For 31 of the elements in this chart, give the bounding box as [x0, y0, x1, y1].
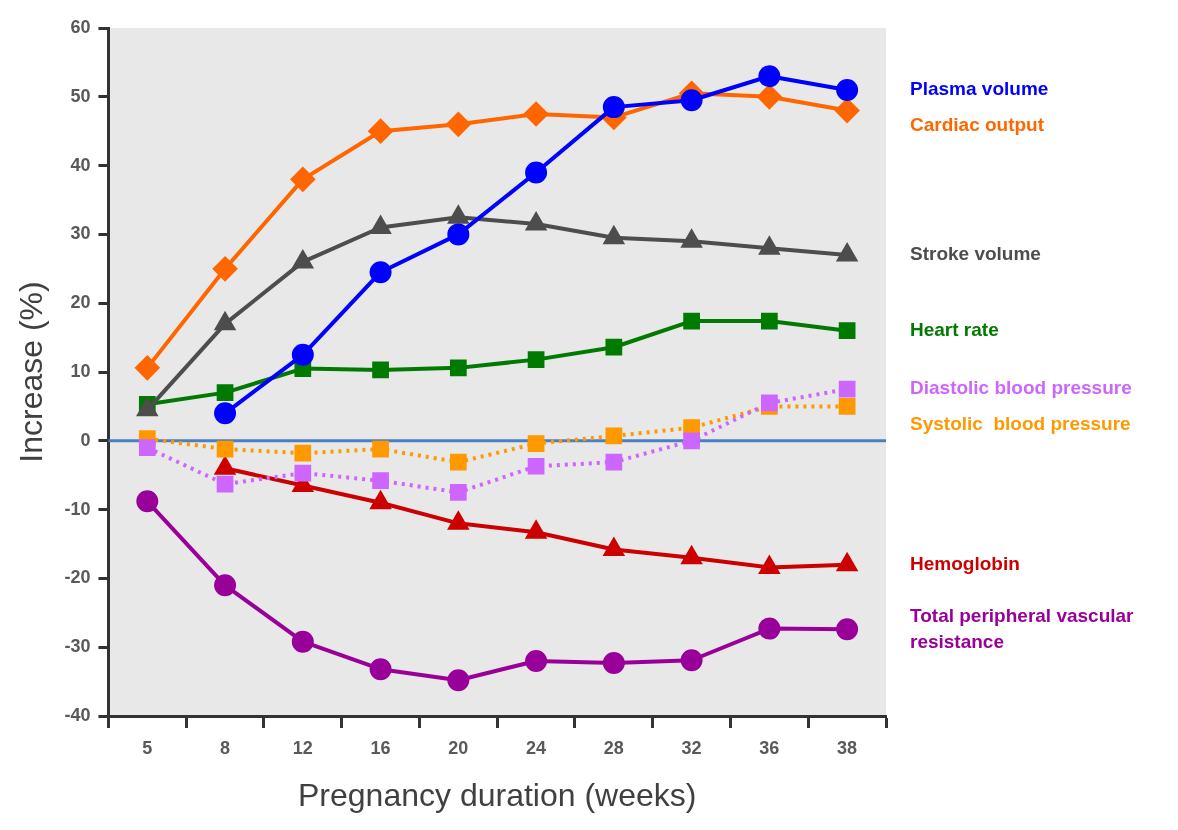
text: Hemoglobin [910, 552, 1020, 574]
x-tick-label: 36 [759, 737, 780, 758]
y-tick-label: 20 [70, 292, 91, 313]
y-axis-title: Increase (%) [13, 281, 50, 463]
text: Systolic blood pressure [910, 413, 1131, 435]
y-tick-label: 60 [70, 16, 91, 37]
text: Total peripheral vascular resistance [910, 604, 1135, 652]
x-tick-label: 16 [370, 737, 391, 758]
y-tick-label: -10 [64, 498, 91, 519]
x-tick-label: 38 [837, 737, 858, 758]
y-tick-label: 0 [80, 429, 91, 450]
x-tick-label: 5 [142, 737, 153, 758]
y-tick-label: 30 [70, 223, 91, 244]
text: Heart rate [910, 318, 999, 340]
text: Plasma volume [910, 78, 1049, 100]
y-tick-label: 50 [70, 85, 91, 106]
text: Cardiac output [910, 114, 1045, 136]
x-tick-label: 24 [526, 737, 547, 758]
x-axis-title: Pregnancy duration (weeks) [298, 776, 697, 813]
x-tick-label: 28 [603, 737, 624, 758]
text: Stroke volume [910, 243, 1041, 265]
text: Diastolic blood pressure [910, 377, 1132, 399]
y-tick-label: 40 [70, 154, 91, 175]
y-tick-label: -40 [64, 704, 91, 725]
y-tick-label: 10 [70, 360, 91, 381]
x-tick-label: 32 [681, 737, 702, 758]
y-tick-label: -30 [64, 636, 91, 657]
x-tick-label: 8 [220, 737, 231, 758]
y-tick-label: -20 [64, 567, 91, 588]
x-tick-label: 20 [448, 737, 469, 758]
x-tick-label: 12 [292, 737, 313, 758]
